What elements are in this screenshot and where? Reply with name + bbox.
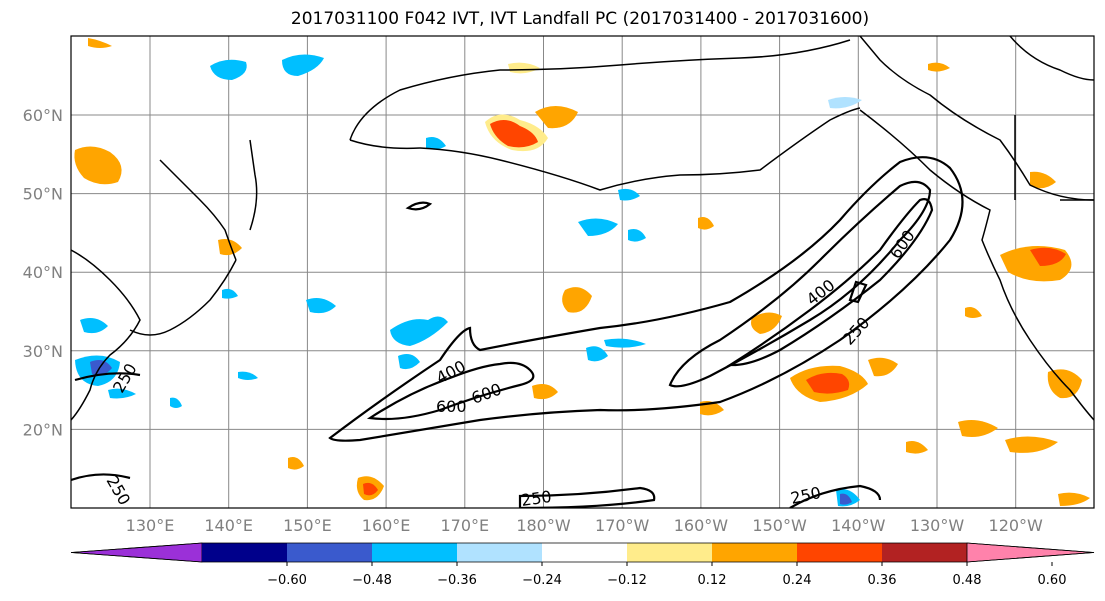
colorbar-tick-label: 0.48 (953, 573, 982, 588)
longitude-tick-label: 120°W (989, 516, 1044, 535)
longitude-tick-label: 130°E (126, 516, 175, 535)
contour-label: 250 (520, 487, 553, 510)
colorbar-segment (542, 543, 627, 562)
colorbar-segment (372, 543, 457, 562)
colorbar-tick-label: −0.12 (607, 573, 647, 588)
colorbar-segment (457, 543, 542, 562)
longitude-tick-label: 150°E (283, 516, 332, 535)
colorbar-tick-label: −0.36 (437, 573, 477, 588)
graticule (71, 36, 1094, 508)
colorbar: −0.60 −0.48 −0.36 −0.24 −0.12 0.12 0.24 0.36 0.4… (70, 542, 1095, 588)
contour-label: 600 (436, 397, 467, 416)
map-frame (70, 35, 1095, 509)
coastlines (71, 36, 1094, 421)
longitude-tick-label: 140°E (204, 516, 253, 535)
longitude-tick-label: 130°W (910, 516, 965, 535)
longitude-tick-label: 140°W (831, 516, 886, 535)
latitude-tick-label: 50°N (23, 185, 63, 204)
colorbar-tick-label: 0.24 (783, 573, 812, 588)
colorbar-tick-label: 0.36 (868, 573, 897, 588)
colorbar-segment (627, 543, 712, 562)
longitude-tick-label: 180°W (516, 516, 571, 535)
latitude-tick-label: 60°N (23, 106, 63, 125)
colorbar-segment (202, 543, 287, 562)
latitude-tick-label: 20°N (23, 420, 63, 439)
colorbar-tick-label: 0.60 (1038, 573, 1067, 588)
colorbar-tick-label: −0.60 (267, 573, 307, 588)
colorbar-segment (882, 543, 967, 562)
latitude-ticks: 60°N 50°N 40°N 30°N 20°N (23, 106, 63, 439)
colorbar-segment (287, 543, 372, 562)
longitude-tick-label: 170°W (595, 516, 650, 535)
colorbar-segment (712, 543, 797, 562)
colorbar-outline (70, 542, 1095, 563)
colorbar-tick-label: −0.48 (352, 573, 392, 588)
longitude-tick-label: 160°W (674, 516, 729, 535)
longitude-tick-label: 170°E (440, 516, 489, 535)
latitude-tick-label: 30°N (23, 342, 63, 361)
colorbar-extend-max (966, 542, 1095, 563)
map-title: 2017031100 F042 IVT, IVT Landfall PC (20… (290, 9, 870, 29)
ivt-contours (71, 156, 964, 508)
latitude-tick-label: 40°N (23, 263, 63, 282)
longitude-tick-label: 150°W (752, 516, 807, 535)
colorbar-tick-label: −0.24 (522, 573, 562, 588)
longitude-ticks: 130°E 140°E 150°E 160°E 170°E 180°W 170°W 160°W… (126, 516, 1043, 535)
ivt-anomaly-shading (74, 38, 1090, 507)
longitude-tick-label: 160°E (362, 516, 411, 535)
colorbar-segment (797, 543, 882, 562)
colorbar-tick-label: 0.12 (698, 573, 727, 588)
colorbar-extend-min (70, 542, 203, 563)
